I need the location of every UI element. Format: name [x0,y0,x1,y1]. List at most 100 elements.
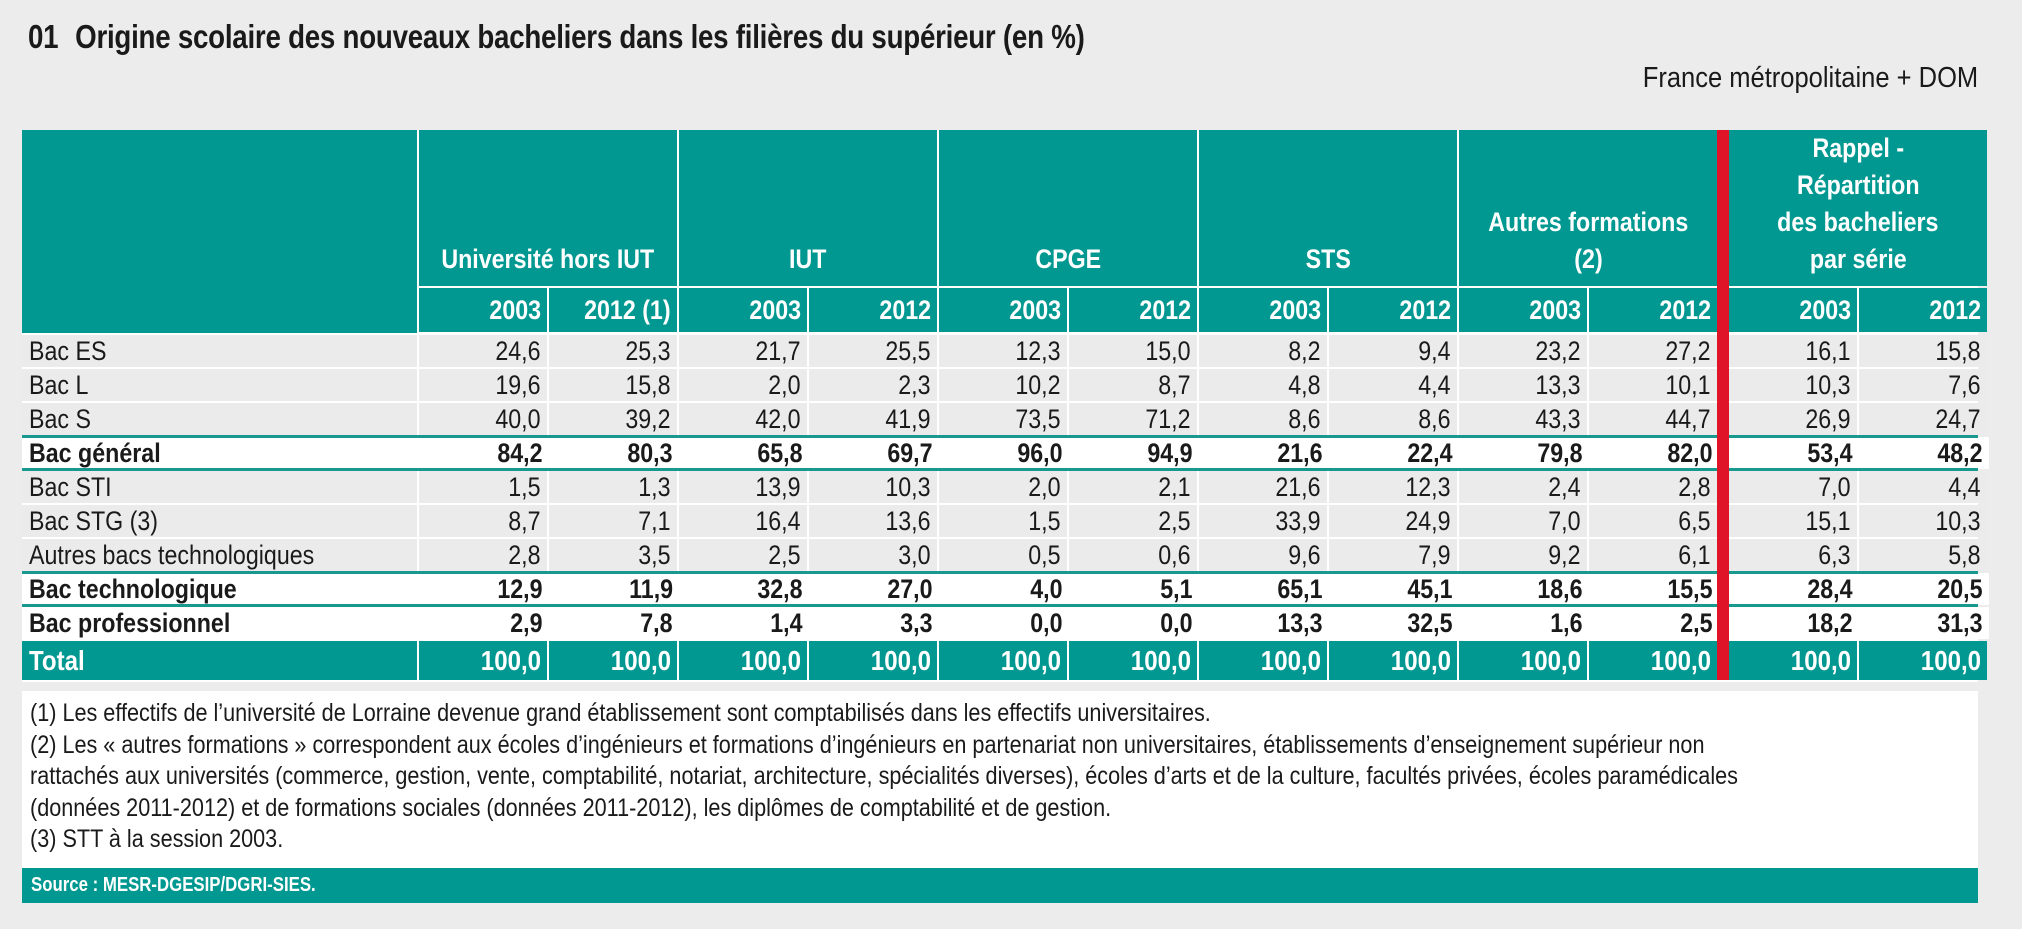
table-cell: 22,4 [1329,437,1459,469]
table-cell: 71,2 [1069,403,1197,435]
table-cell: 9,2 [1459,539,1587,571]
table-cell: 24,6 [419,335,547,367]
table-cell: 100,0 [549,641,677,680]
year-header-cell: 2012 [1329,288,1457,332]
table-cell: 2,8 [419,539,547,571]
row-label: Bac général [22,437,417,469]
table-cell: 41,9 [809,403,937,435]
footnotes: (1) Les effectifs de l’université de Lor… [22,691,1978,868]
footnote-line: (3) STT à la session 2003. [30,825,284,853]
table-cell: 21,6 [1199,471,1327,503]
table-cell: 2,5 [1589,607,1719,639]
table-cell: 48,2 [1859,437,1989,469]
table-cell: 4,8 [1199,369,1327,401]
source-bar: Source : MESR-DGESIP/DGRI-SIES. [22,868,1978,903]
table-cell: 8,7 [419,505,547,537]
table-cell: 65,1 [1199,573,1329,605]
table-cell: 33,9 [1199,505,1327,537]
title-number: 01 [28,18,59,55]
table-cell: 16,1 [1729,335,1857,367]
table-cell: 73,5 [939,403,1067,435]
table-cell: 18,6 [1459,573,1589,605]
column-group-label-line: Autres formations [1487,207,1688,237]
table-cell: 2,5 [679,539,807,571]
table-cell: 2,8 [1589,471,1717,503]
table-cell: 7,6 [1859,369,1987,401]
table-row: Bac S 40,0 39,2 42,0 41,9 73,5 71,2 8,6 8,6 43,3 4… [22,403,1987,437]
table-cell: 9,6 [1199,539,1327,571]
year-header-cell: 2003 [939,288,1067,332]
table-row: Autres bacs technologiques 2,8 3,5 2,5 3,0 0,… [22,539,1987,573]
row-label: Bac L [22,369,417,401]
row-label: Bac STG (3) [22,505,417,537]
subtotal-row: Bac technologique 12,9 11,9 32,8 27,0 4,0 5,1 6… [22,573,1989,607]
table-cell: 2,3 [809,369,937,401]
table-row: Bac ES 24,6 25,3 21,7 25,5 12,3 15,0 8,2 9,4 23,2… [22,335,1987,369]
table-cell: 18,2 [1729,607,1859,639]
column-group-label-line: Université hors IUT [441,244,655,274]
row-label: Bac ES [22,335,417,367]
table-cell: 8,7 [1069,369,1197,401]
table-cell: 11,9 [549,573,679,605]
year-header-cell: 2003 [1459,288,1587,332]
column-group-header: Rappel - Répartition des bacheliers par sér… [1729,130,1987,286]
table-cell: 13,6 [809,505,937,537]
table-cell: 10,1 [1589,369,1717,401]
table-cell: 12,3 [939,335,1067,367]
table-cell: 100,0 [1589,641,1717,680]
column-group-label-line: STS [1305,244,1351,274]
table-cell: 8,2 [1199,335,1327,367]
column-group-header: Université hors IUT [419,130,677,286]
total-row: Total 100,0 100,0 100,0 100,0 100,0 100,0 100,0… [22,641,1987,682]
table-cell: 31,3 [1859,607,1989,639]
row-label: Total [22,641,417,680]
column-group-label-line: Rappel - [1812,133,1904,163]
table-cell: 100,0 [1329,641,1457,680]
table-cell: 69,7 [809,437,939,469]
table-row: Bac STI 1,5 1,3 13,9 10,3 2,0 2,1 21,6 12,3 2,4 2,… [22,471,1987,505]
column-group-label-line: (2) [1573,244,1603,274]
table-cell: 100,0 [1199,641,1327,680]
table-cell: 82,0 [1589,437,1719,469]
table-cell: 3,5 [549,539,677,571]
subtotal-row: Bac professionnel 2,9 7,8 1,4 3,3 0,0 0,0 13,3 3… [22,607,1989,641]
title-text: Origine scolaire des nouveaux bacheliers… [75,18,1085,55]
table-cell: 8,6 [1199,403,1327,435]
column-group-label-line: CPGE [1035,244,1101,274]
table-cell: 15,1 [1729,505,1857,537]
table-cell: 1,6 [1459,607,1589,639]
table-cell: 15,0 [1069,335,1197,367]
column-group-header: CPGE [939,130,1197,286]
table-cell: 23,2 [1459,335,1587,367]
year-header-cell: 2012 [1859,288,1987,332]
table-cell: 7,9 [1329,539,1457,571]
table-cell: 21,7 [679,335,807,367]
column-group-label: Rappel - Répartition des bacheliers par sér… [1729,130,1987,278]
table-cell: 15,5 [1589,573,1719,605]
table-cell: 13,3 [1199,607,1329,639]
column-group-header: STS [1199,130,1457,286]
table-cell: 79,8 [1459,437,1589,469]
table-cell: 6,1 [1589,539,1717,571]
table-cell: 4,4 [1329,369,1457,401]
table-cell: 100,0 [1729,641,1857,680]
table-cell: 10,3 [809,471,937,503]
table-cell: 32,5 [1329,607,1459,639]
table-cell: 42,0 [679,403,807,435]
data-table: Université hors IUT 2003 2012 (1) IUT 2003 20… [22,130,1989,682]
table-cell: 10,3 [1859,505,1987,537]
footnote-line: (1) Les effectifs de l’université de Lor… [30,699,1211,727]
column-group-label-line: IUT [789,244,827,274]
table-cell: 8,6 [1329,403,1457,435]
table-cell: 7,1 [549,505,677,537]
table-cell: 96,0 [939,437,1069,469]
row-divider [22,468,1978,471]
table-cell: 1,3 [549,471,677,503]
table-cell: 27,0 [809,573,939,605]
table-cell: 9,4 [1329,335,1457,367]
table-cell: 20,5 [1859,573,1989,605]
table-cell: 7,8 [549,607,679,639]
row-divider [22,435,1978,438]
table-cell: 45,1 [1329,573,1459,605]
table-cell: 100,0 [679,641,807,680]
